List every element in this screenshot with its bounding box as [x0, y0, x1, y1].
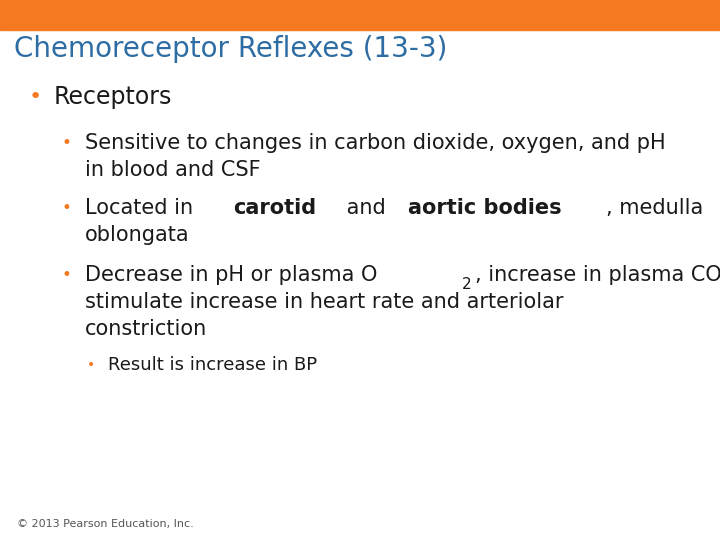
Text: •: •: [61, 199, 71, 217]
Text: •: •: [61, 266, 71, 285]
Text: © 2013 Pearson Education, Inc.: © 2013 Pearson Education, Inc.: [17, 519, 194, 529]
Text: •: •: [29, 87, 42, 107]
Text: Receptors: Receptors: [54, 85, 172, 109]
Text: aortic bodies: aortic bodies: [408, 198, 562, 218]
Text: stimulate increase in heart rate and arteriolar: stimulate increase in heart rate and art…: [85, 292, 564, 313]
Text: in blood and CSF: in blood and CSF: [85, 160, 261, 180]
Text: Result is increase in BP: Result is increase in BP: [108, 355, 317, 374]
Text: constriction: constriction: [85, 319, 207, 340]
Text: and: and: [341, 198, 392, 218]
Text: •: •: [86, 357, 94, 372]
Text: Chemoreceptor Reflexes (13-3): Chemoreceptor Reflexes (13-3): [14, 35, 448, 63]
Text: oblongata: oblongata: [85, 225, 189, 245]
Text: 2: 2: [462, 276, 472, 292]
Text: Sensitive to changes in carbon dioxide, oxygen, and pH: Sensitive to changes in carbon dioxide, …: [85, 133, 665, 153]
Text: carotid: carotid: [233, 198, 316, 218]
Text: , increase in plasma CO: , increase in plasma CO: [474, 265, 720, 286]
Text: •: •: [61, 134, 71, 152]
Text: Located in: Located in: [85, 198, 199, 218]
Text: Decrease in pH or plasma O: Decrease in pH or plasma O: [85, 265, 377, 286]
Text: , medulla: , medulla: [606, 198, 703, 218]
Bar: [0, 0, 720, 30]
